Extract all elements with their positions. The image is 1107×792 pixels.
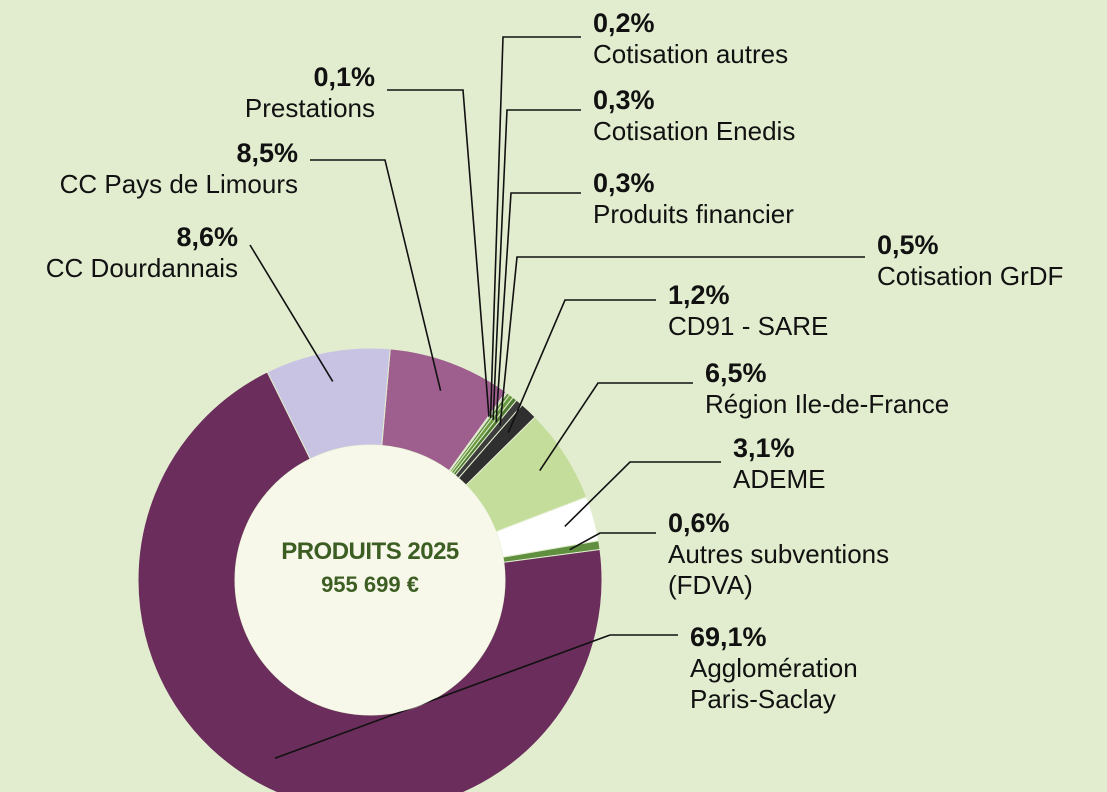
leader-line xyxy=(499,256,865,426)
slice-label: 8,5% CC Pays de Limours xyxy=(60,138,298,200)
chart-title: PRODUITS 2025 xyxy=(281,538,459,565)
leader-line xyxy=(310,159,442,391)
leader-line xyxy=(564,461,721,528)
category-label: Cotisation GrDF xyxy=(877,261,1064,291)
value-label: 0,3% xyxy=(593,85,655,115)
category-label: Autres subventions (FDVA) xyxy=(668,539,890,600)
category-label: CD91 - SARE xyxy=(668,311,829,341)
value-label: 0,1% xyxy=(313,62,375,92)
leader-line xyxy=(507,299,656,434)
value-label: 69,1% xyxy=(690,622,767,652)
category-label: Cotisation Enedis xyxy=(593,116,796,146)
slice-label: 1,2% CD91 - SARE xyxy=(668,280,828,342)
leader-line xyxy=(492,109,581,420)
donut-hole xyxy=(235,445,505,715)
slice-label: 8,6% CC Dourdannais xyxy=(46,222,238,284)
chart-subtitle: 955 699 € xyxy=(321,572,419,597)
category-label: Prestations xyxy=(244,93,375,123)
leader-line xyxy=(274,634,678,759)
slice-label: 6,5% Région Ile-de-France xyxy=(705,358,949,420)
slice-label: 0,3% Produits financier xyxy=(593,168,794,230)
category-label: Agglomération Paris-Saclay xyxy=(690,653,858,714)
slice-label: 69,1% Agglomération Paris-Saclay xyxy=(690,622,915,715)
value-label: 0,3% xyxy=(593,168,655,198)
slice-label: 3,1% ADEME xyxy=(733,433,825,495)
leader-line xyxy=(489,36,581,418)
category-label: Produits financier xyxy=(593,199,794,229)
value-label: 0,6% xyxy=(668,508,730,538)
center-label: PRODUITS 2025 955 699 € xyxy=(235,538,505,598)
leader-line xyxy=(249,244,334,382)
value-label: 8,6% xyxy=(176,222,238,252)
value-label: 8,5% xyxy=(236,138,298,168)
leader-line xyxy=(495,192,581,423)
slice-label: 0,3% Cotisation Enedis xyxy=(593,85,795,147)
leader-line xyxy=(387,89,490,417)
value-label: 0,5% xyxy=(877,230,939,260)
category-label: CC Pays de Limours xyxy=(59,169,298,199)
value-label: 6,5% xyxy=(705,358,767,388)
category-label: Région Ile-de-France xyxy=(705,389,950,419)
category-label: ADEME xyxy=(733,464,826,494)
slice-label: 0,6% Autres subventions (FDVA) xyxy=(668,508,943,601)
slice-label: 0,2% Cotisation autres xyxy=(593,8,788,70)
leader-line xyxy=(539,382,693,471)
leader-line xyxy=(569,532,656,551)
category-label: Cotisation autres xyxy=(593,39,789,69)
value-label: 0,2% xyxy=(593,8,655,38)
value-label: 1,2% xyxy=(668,280,730,310)
slice-label: 0,5% Cotisation GrDF xyxy=(877,230,1063,292)
value-label: 3,1% xyxy=(733,433,795,463)
category-label: CC Dourdannais xyxy=(45,253,238,283)
slice-label: 0,1% Prestations xyxy=(245,62,375,124)
